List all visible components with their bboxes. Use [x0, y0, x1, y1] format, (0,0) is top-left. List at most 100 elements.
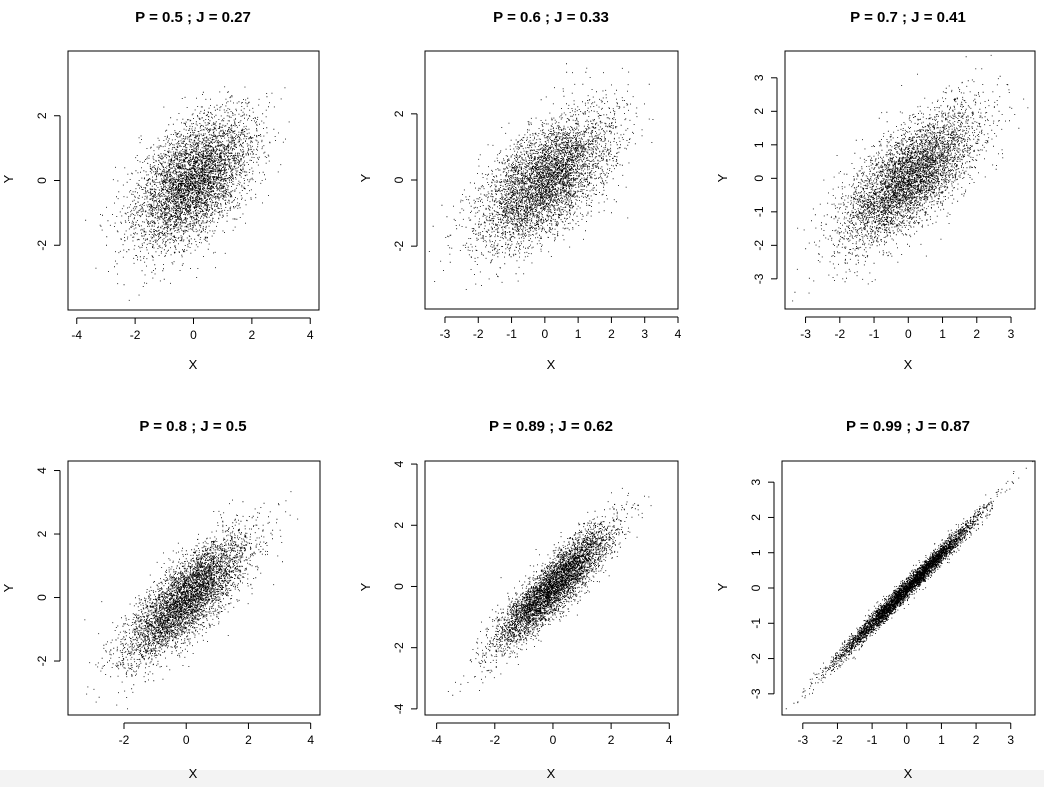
x-tick-label: -2 [119, 733, 130, 747]
y-axis: -3 -2 -1 0 1 2 3 [749, 479, 775, 699]
x-tick-label: 2 [249, 328, 256, 342]
x-tick-label: 0 [903, 733, 910, 747]
x-tick-label: -3 [797, 733, 808, 747]
y-tick-label: 1 [752, 141, 766, 148]
scatter-panel-4: P = 0.8 ; J = 0.5 X Y -2 0 2 4 -2 0 2 4 [1, 418, 321, 781]
x-axis: -3 -2 -1 0 1 2 3 4 [440, 316, 682, 341]
x-tick-label: 1 [939, 327, 946, 341]
x-tick-label: 0 [183, 733, 190, 747]
x-tick-label: 0 [550, 733, 557, 747]
x-axis-label: X [547, 766, 556, 781]
y-tick-label: -2 [392, 642, 406, 653]
y-tick-label: -3 [752, 273, 766, 284]
y-tick-label: 2 [749, 514, 763, 521]
x-tick-label: 3 [1008, 327, 1015, 341]
y-tick-label: -2 [35, 655, 49, 666]
x-tick-label: -2 [489, 733, 500, 747]
x-tick-label: 4 [307, 733, 314, 747]
y-axis: -2 0 2 4 [35, 467, 61, 666]
y-tick-label: -1 [749, 618, 763, 629]
x-tick-label: 4 [666, 733, 673, 747]
x-tick-label: -2 [130, 328, 141, 342]
x-axis-label: X [189, 357, 198, 372]
x-tick-label: 1 [938, 733, 945, 747]
x-tick-label: -3 [440, 327, 451, 341]
x-axis: -3 -2 -1 0 1 2 3 [797, 722, 1014, 747]
y-tick-label: -2 [35, 240, 49, 251]
x-axis: -2 0 2 4 [119, 722, 314, 747]
scatter-panel-3: P = 0.7 ; J = 0.41 X Y -3 -2 -1 0 1 2 3 -3 -2 -1… [715, 9, 1036, 372]
panel-title: P = 0.5 ; J = 0.27 [135, 9, 251, 26]
scatter-panel-5: P = 0.89 ; J = 0.62 X Y -4 -2 0 2 4 -4 -2 0 2 4 [358, 418, 679, 781]
panel-title: P = 0.7 ; J = 0.41 [850, 9, 966, 26]
y-tick-label: 2 [392, 522, 406, 529]
y-tick-label: 2 [35, 530, 49, 537]
x-axis-label: X [189, 766, 198, 781]
x-tick-label: 0 [190, 328, 197, 342]
y-axis: -3 -2 -1 0 1 2 3 [752, 74, 778, 284]
x-tick-label: 2 [245, 733, 252, 747]
y-axis-label: Y [715, 173, 730, 182]
panel-title: P = 0.6 ; J = 0.33 [493, 9, 609, 26]
scatter-points [428, 63, 654, 290]
y-tick-label: 0 [392, 176, 406, 183]
y-tick-label: -2 [752, 240, 766, 251]
x-tick-label: -1 [506, 327, 517, 341]
x-tick-label: 2 [973, 733, 980, 747]
y-axis: -4 -2 0 2 4 [392, 460, 418, 714]
plot-frame [781, 460, 1036, 716]
y-tick-label: -1 [752, 206, 766, 217]
scatter-panel-6: P = 0.99 ; J = 0.87 X Y -3 -2 -1 0 1 2 3 -3-2-… [715, 418, 1036, 781]
scatter-points [785, 461, 1034, 710]
y-tick-label: -4 [392, 703, 406, 714]
data-points [69, 491, 299, 716]
x-tick-label: 2 [973, 327, 980, 341]
y-tick-label: 2 [392, 110, 406, 117]
y-tick-label: 0 [35, 177, 49, 184]
x-tick-label: -3 [800, 327, 811, 341]
y-tick-label: -3 [749, 688, 763, 699]
x-tick-label: -2 [832, 733, 843, 747]
x-tick-label: 4 [307, 328, 314, 342]
y-axis: -2 0 2 [392, 110, 418, 251]
x-tick-label: 3 [1007, 733, 1014, 747]
y-tick-label: 4 [392, 460, 406, 467]
y-tick-label: 0 [752, 175, 766, 182]
x-axis: -4 -2 0 2 4 [431, 722, 673, 747]
data-points [785, 461, 1034, 710]
x-axis-label: X [547, 357, 556, 372]
y-tick-label: 0 [392, 583, 406, 590]
plot-frame [784, 50, 1036, 310]
scatter-points [447, 487, 652, 696]
x-tick-label: 0 [541, 327, 548, 341]
plot-frame [67, 50, 320, 311]
panel-title: P = 0.89 ; J = 0.62 [489, 418, 613, 435]
plot-frame [424, 460, 679, 716]
x-tick-label: 2 [608, 327, 615, 341]
y-tick-label: 1 [749, 549, 763, 556]
x-axis: -4 -2 0 2 4 [71, 317, 314, 342]
x-axis-label: X [904, 357, 913, 372]
y-tick-label: 2 [752, 108, 766, 115]
y-axis-label: Y [358, 582, 373, 591]
x-tick-label: 1 [575, 327, 582, 341]
y-tick-label: 0 [749, 584, 763, 591]
y-tick-label: 3 [749, 479, 763, 486]
scatter-panel-1: P = 0.5 ; J = 0.27 X Y -4 -2 0 2 4 -2 0 2 [1, 9, 320, 372]
data-points [447, 487, 652, 696]
x-tick-label: -4 [71, 328, 82, 342]
x-axis-label: X [904, 766, 913, 781]
x-tick-label: -2 [473, 327, 484, 341]
x-tick-label: 4 [675, 327, 682, 341]
data-points [428, 63, 654, 290]
x-tick-label: -4 [431, 733, 442, 747]
y-tick-label: -2 [749, 653, 763, 664]
y-tick-label: -2 [392, 240, 406, 251]
y-tick-label: 2 [35, 112, 49, 119]
y-axis-label: Y [1, 174, 16, 183]
y-axis-label: Y [715, 582, 730, 591]
scatter-panel-2: P = 0.6 ; J = 0.33 X Y -3 -2 -1 0 1 2 3 4 -2 0 2 [358, 9, 682, 372]
x-tick-label: -2 [834, 327, 845, 341]
panel-title: P = 0.99 ; J = 0.87 [846, 418, 970, 435]
plot-frame [424, 50, 679, 310]
